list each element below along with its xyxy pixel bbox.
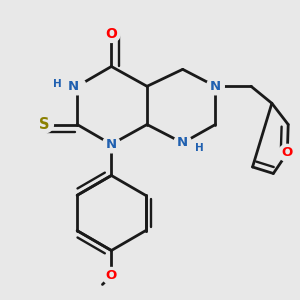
- Circle shape: [278, 144, 296, 161]
- Circle shape: [174, 134, 192, 152]
- Text: S: S: [39, 117, 50, 132]
- Text: O: O: [282, 146, 293, 159]
- Circle shape: [206, 78, 224, 95]
- Text: H: H: [53, 79, 62, 89]
- Text: N: N: [68, 80, 79, 93]
- Circle shape: [102, 136, 120, 153]
- Text: O: O: [105, 27, 117, 41]
- Circle shape: [102, 26, 120, 42]
- Circle shape: [102, 268, 120, 284]
- Text: N: N: [177, 136, 188, 149]
- Circle shape: [36, 116, 53, 133]
- Text: N: N: [210, 80, 221, 93]
- Circle shape: [68, 78, 86, 95]
- Text: H: H: [195, 143, 204, 153]
- Text: O: O: [106, 269, 117, 283]
- Text: N: N: [106, 138, 117, 151]
